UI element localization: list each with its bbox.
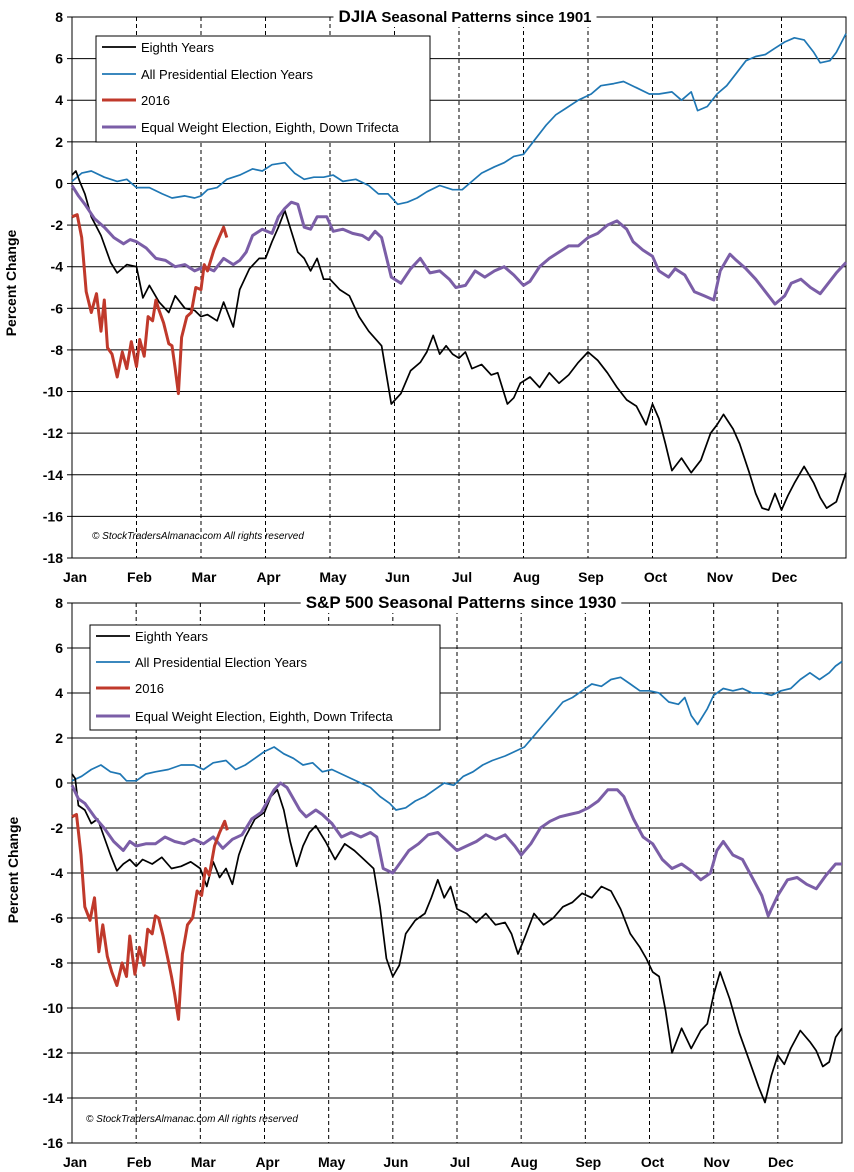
y-tick-label: -6: [51, 910, 64, 926]
y-tick-label: -2: [51, 217, 64, 233]
y-tick-label: -8: [51, 955, 64, 971]
legend: Eighth Years All Presidential Election Ye…: [95, 35, 431, 143]
y-tick-label: 6: [55, 640, 63, 656]
x-tick-label: Nov: [703, 1154, 730, 1170]
y-tick-label: 2: [55, 134, 63, 150]
y-tick-label: -10: [43, 384, 63, 400]
x-tick-label: Jul: [450, 1154, 470, 1170]
y-tick-label: -12: [43, 1045, 63, 1061]
y-tick-label: -6: [51, 300, 64, 316]
legend-box: [95, 35, 431, 143]
chart-title-bg: [333, 5, 597, 27]
chart-title-rest: Seasonal Patterns since 1901: [377, 9, 591, 26]
y-tick-label: -18: [43, 550, 63, 566]
x-tick-label: Sep: [578, 569, 604, 585]
x-tick-label: Sep: [575, 1154, 601, 1170]
y-tick-label: 0: [55, 775, 63, 791]
chart-title: DJIA Seasonal Patterns since 1901: [333, 5, 597, 27]
y-tick-label: 8: [55, 9, 63, 25]
chart-title-text: S&P 500 Seasonal Patterns since 1930: [306, 593, 617, 612]
legend-label-trifecta: Equal Weight Election, Eighth, Down Trif…: [135, 709, 393, 724]
chart-title: S&P 500 Seasonal Patterns since 1930: [300, 591, 622, 613]
y-axis-label: Percent Change: [5, 816, 21, 923]
x-tick-label: Jul: [452, 569, 472, 585]
legend-label-trifecta: Equal Weight Election, Eighth, Down Trif…: [141, 120, 399, 135]
x-tick-label: Dec: [768, 1154, 794, 1170]
series-line-eighth: [71, 170, 847, 511]
legend-box: [89, 624, 441, 731]
x-tick-label: Jan: [63, 1154, 87, 1170]
y-tick-label: -16: [43, 1135, 63, 1151]
y-tick-label: -14: [43, 1090, 63, 1106]
y-tick-label: -8: [51, 342, 64, 358]
x-tick-label: Aug: [513, 569, 540, 585]
legend-label-y2016: 2016: [141, 93, 170, 108]
legend-label-eighth: Eighth Years: [141, 40, 215, 55]
y-tick-label: -14: [43, 467, 63, 483]
legend-label-all-election: All Presidential Election Years: [141, 67, 313, 82]
y-tick-label: 0: [55, 175, 63, 191]
y-tick-label: -2: [51, 820, 64, 836]
x-tick-label: Jan: [63, 569, 87, 585]
legend: Eighth Years All Presidential Election Ye…: [89, 624, 441, 731]
x-tick-label: Mar: [191, 1154, 216, 1170]
y-tick-label: 6: [55, 51, 63, 67]
x-tick-label: Aug: [511, 1154, 538, 1170]
x-tick-label: Oct: [644, 569, 668, 585]
y-tick-label: 4: [55, 92, 63, 108]
x-tick-label: Jun: [385, 569, 410, 585]
series-line-trifecta: [70, 781, 842, 918]
x-tick-label: Feb: [127, 569, 152, 585]
chart-title-main: DJIA: [338, 7, 377, 26]
x-tick-label: Apr: [256, 569, 281, 585]
series-line-all-election: [71, 660, 843, 811]
y-tick-label: -16: [43, 508, 63, 524]
series-line-y2016: [71, 213, 229, 396]
y-tick-label: -12: [43, 425, 63, 441]
legend-label-all-election: All Presidential Election Years: [135, 655, 307, 670]
chart-title-text: DJIA Seasonal Patterns since 1901: [338, 7, 591, 26]
chart-title-bg: [300, 591, 622, 613]
series-line-all-election: [71, 33, 847, 206]
y-axis-label: Percent Change: [3, 229, 19, 336]
x-tick-label: Nov: [707, 569, 734, 585]
y-tick-label: -4: [51, 259, 64, 275]
y-tick-label: -10: [43, 1000, 63, 1016]
y-tick-label: 4: [55, 685, 63, 701]
y-tick-label: 8: [55, 595, 63, 611]
x-tick-label: Oct: [641, 1154, 665, 1170]
chart-title-main: S&P 500 Seasonal Patterns since 1930: [306, 593, 617, 612]
x-tick-label: Mar: [192, 569, 217, 585]
legend-label-eighth: Eighth Years: [135, 629, 209, 644]
y-tick-label: 2: [55, 730, 63, 746]
series-line-y2016: [71, 813, 229, 1021]
x-tick-label: May: [318, 1154, 345, 1170]
copyright-text: © StockTradersAlmanac.com All rights res…: [86, 1114, 298, 1125]
series-line-eighth: [71, 773, 843, 1104]
x-tick-label: Dec: [772, 569, 798, 585]
x-tick-label: Jun: [383, 1154, 408, 1170]
copyright-text: © StockTradersAlmanac.com All rights res…: [92, 531, 304, 542]
x-tick-label: Feb: [127, 1154, 152, 1170]
x-tick-label: Apr: [255, 1154, 280, 1170]
x-tick-label: May: [319, 569, 346, 585]
y-tick-label: -4: [51, 865, 64, 881]
legend-label-y2016: 2016: [135, 681, 164, 696]
